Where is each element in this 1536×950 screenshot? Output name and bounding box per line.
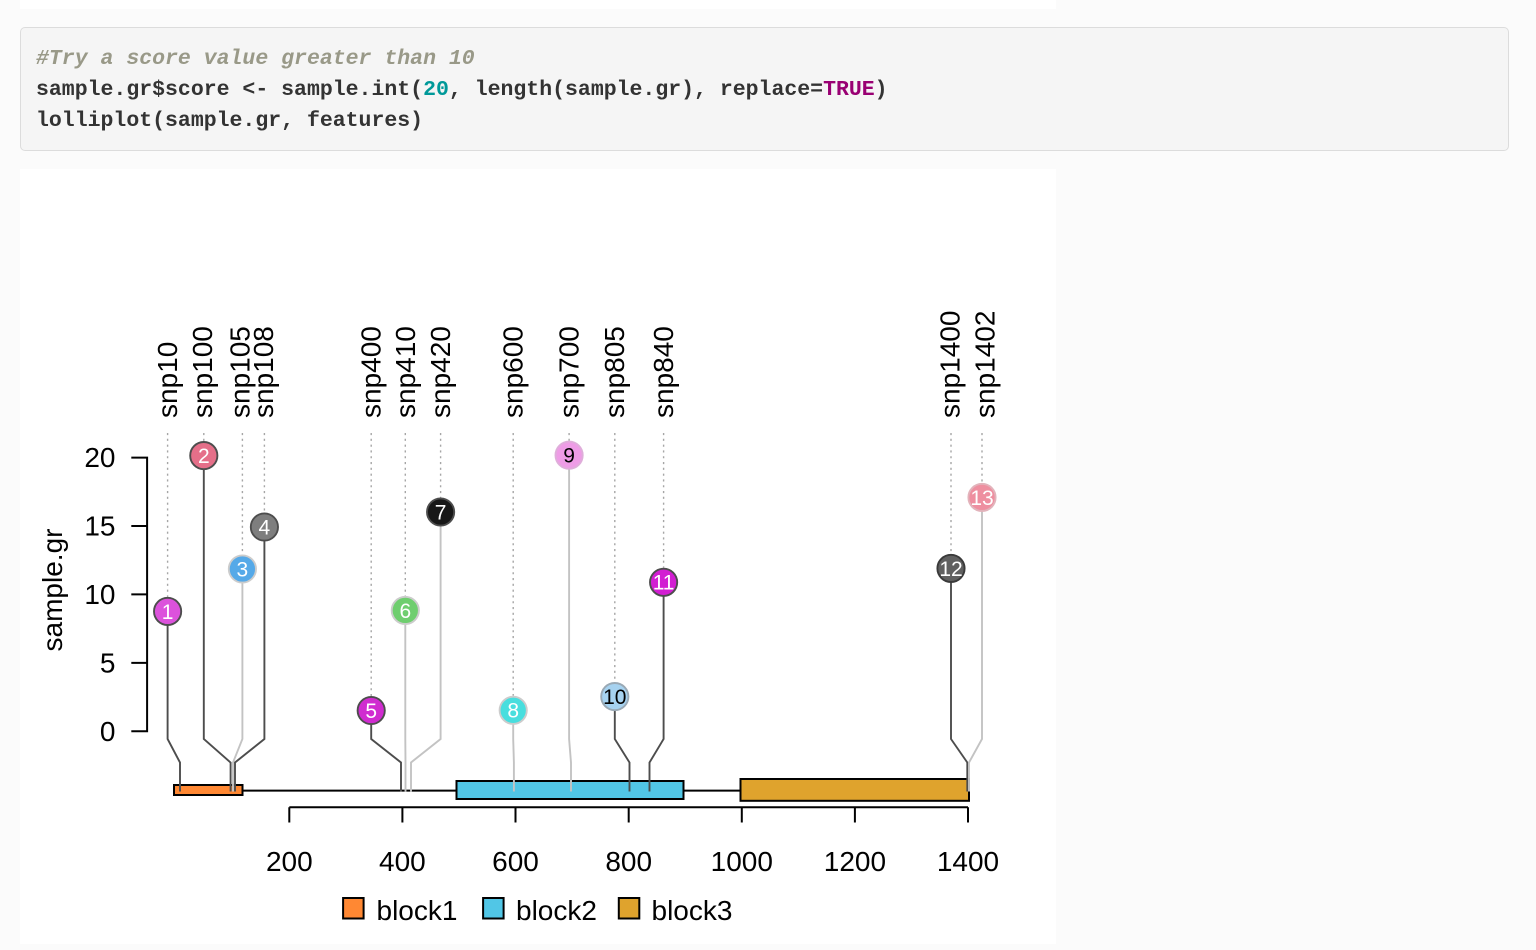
svg-text:sample.gr: sample.gr (37, 529, 68, 652)
svg-text:snp600: snp600 (498, 326, 529, 418)
svg-text:snp1402: snp1402 (970, 311, 1001, 418)
svg-text:1: 1 (162, 601, 174, 624)
svg-text:snp10: snp10 (152, 342, 183, 418)
svg-text:9: 9 (563, 445, 575, 468)
svg-text:block1: block1 (377, 895, 458, 926)
svg-text:snp840: snp840 (648, 326, 679, 418)
svg-text:block3: block3 (652, 895, 733, 926)
svg-text:0: 0 (100, 716, 116, 747)
svg-text:snp805: snp805 (599, 326, 630, 418)
svg-text:8: 8 (507, 700, 519, 723)
svg-text:1400: 1400 (937, 846, 999, 877)
svg-text:5: 5 (100, 648, 116, 679)
svg-text:400: 400 (379, 846, 426, 877)
svg-text:snp420: snp420 (425, 326, 456, 418)
svg-text:20: 20 (84, 442, 115, 473)
svg-text:12: 12 (939, 558, 962, 581)
svg-text:3: 3 (237, 558, 249, 581)
svg-text:6: 6 (399, 600, 411, 623)
svg-text:10: 10 (84, 579, 115, 610)
svg-text:snp108: snp108 (248, 326, 279, 418)
svg-text:snp105: snp105 (225, 326, 256, 418)
svg-text:2: 2 (198, 445, 210, 468)
svg-text:11: 11 (653, 572, 675, 595)
svg-text:7: 7 (435, 501, 447, 524)
svg-text:200: 200 (266, 846, 313, 877)
svg-text:snp700: snp700 (554, 326, 585, 418)
svg-text:4: 4 (259, 516, 271, 539)
svg-text:snp410: snp410 (390, 326, 421, 418)
svg-text:block2: block2 (516, 895, 597, 926)
svg-text:800: 800 (605, 846, 652, 877)
svg-text:10: 10 (603, 686, 626, 709)
svg-text:snp100: snp100 (187, 326, 218, 418)
svg-text:600: 600 (492, 846, 539, 877)
svg-text:13: 13 (970, 487, 993, 510)
svg-text:1200: 1200 (824, 846, 886, 877)
svg-text:15: 15 (84, 511, 115, 542)
svg-text:snp1400: snp1400 (935, 311, 966, 418)
svg-text:5: 5 (365, 700, 377, 723)
svg-text:snp400: snp400 (356, 326, 387, 418)
svg-text:1000: 1000 (711, 846, 773, 877)
